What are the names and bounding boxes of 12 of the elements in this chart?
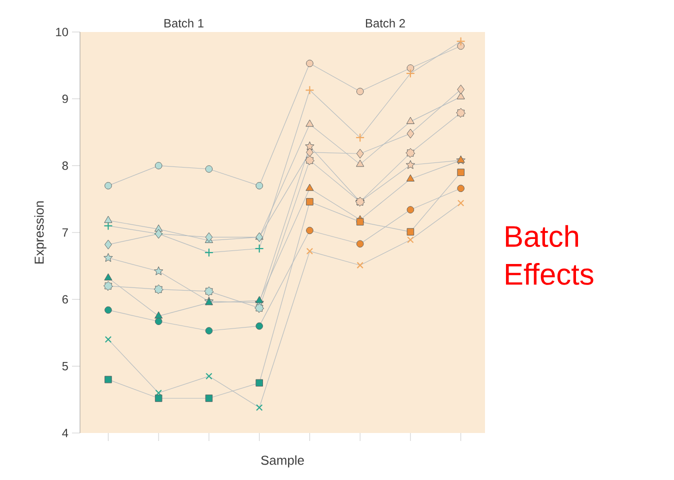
y-tick-label: 7 (62, 228, 68, 237)
y-tick-label: 5 (62, 362, 68, 370)
text: Batch 1 (164, 18, 204, 28)
y-tick-label: 10 (56, 28, 68, 36)
y-axis-title: Expression (34, 201, 46, 264)
y-tick-label: 8 (62, 161, 68, 170)
y-tick-label: 9 (62, 94, 68, 104)
text: Batch 2 (366, 18, 405, 28)
y-tick-label: 6 (62, 295, 68, 304)
y-tick-label: 4 (62, 428, 68, 438)
text: Batch Effects (506, 225, 594, 285)
x-axis-title: Sample (261, 455, 304, 468)
